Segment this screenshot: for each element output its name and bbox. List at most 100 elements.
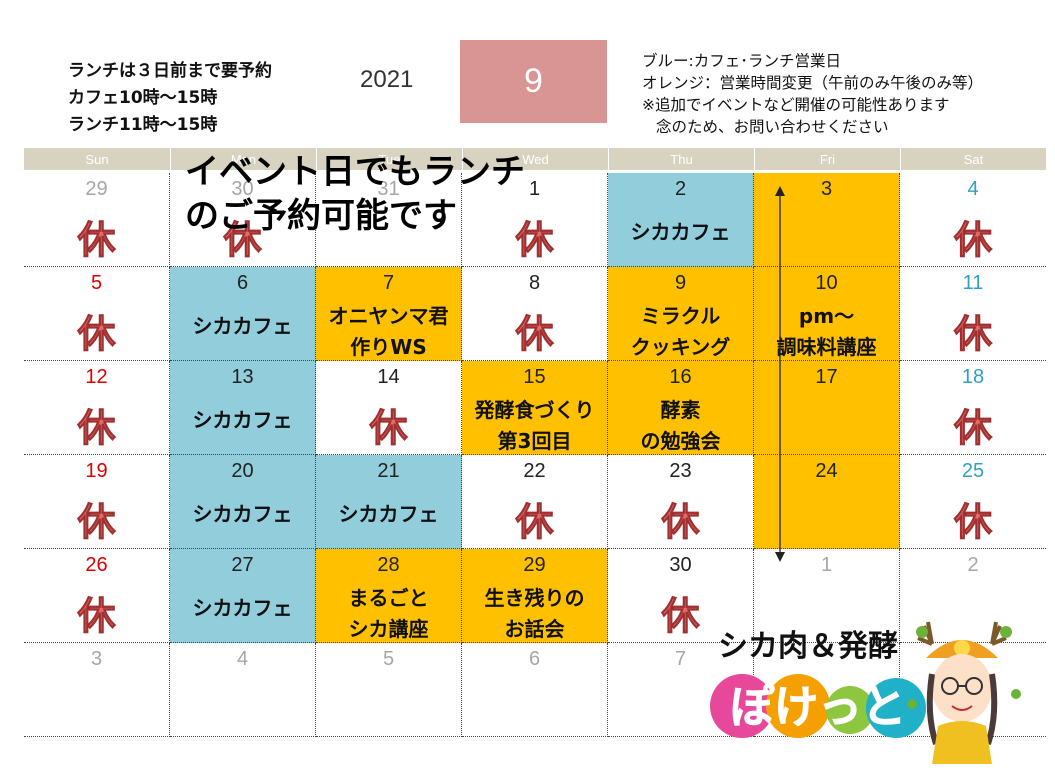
closed-mark: 休 xyxy=(77,593,116,639)
day-number: 8 xyxy=(528,272,541,294)
event-label: シカカフェ xyxy=(608,217,753,248)
logo-title: シカ肉＆発酵 xyxy=(718,629,898,664)
day-cell: 24 xyxy=(754,455,900,549)
closed-mark: 休 xyxy=(515,311,554,357)
weekday-header: Wed xyxy=(463,148,608,170)
event-line: pm～ xyxy=(798,304,855,328)
logo-name: ぽけっと xyxy=(710,674,926,738)
day-cell: 29 生き残りの お話会 xyxy=(462,549,608,643)
event-label: ミラクル クッキング xyxy=(608,301,753,363)
day-number: 24 xyxy=(815,460,838,482)
weekday-header: Fri xyxy=(755,148,900,170)
day-cell: 9 ミラクルクッキング xyxy=(608,267,754,361)
day-number: 31 xyxy=(377,178,400,200)
day-number: 29 xyxy=(523,554,546,576)
event-line: 調味料講座 xyxy=(776,335,877,359)
closed-mark: 休 xyxy=(515,217,554,263)
event-line: オニヤンマ君 xyxy=(328,304,449,328)
closed-mark: 休 xyxy=(77,499,116,545)
legend-blue: ブルー:カフェ･ランチ営業日 xyxy=(642,52,841,70)
closed-mark: 休 xyxy=(77,311,116,357)
closed-mark: 休 xyxy=(953,311,992,357)
day-cell: 31 xyxy=(316,173,462,267)
day-cell: 17 xyxy=(754,361,900,455)
day-cell: 27 シカカフェ xyxy=(170,549,316,643)
event-line: まるごと xyxy=(348,586,429,610)
event-line: シカカフェ xyxy=(192,596,293,620)
day-cell: 10 pm～ 調味料講座 xyxy=(754,267,900,361)
weekday-header: Thu xyxy=(609,148,754,170)
day-number: 30 xyxy=(231,178,254,200)
event-label: シカカフェ xyxy=(316,499,461,530)
legend: ブルー:カフェ･ランチ営業日 オレンジ：営業時間変更（午前のみ午後のみ等） ※追… xyxy=(642,50,983,138)
event-label: シカカフェ xyxy=(170,593,315,624)
event-label: pm～ 調味料講座 xyxy=(754,301,899,363)
day-cell: 30 休 xyxy=(608,549,754,643)
day-number: 1 xyxy=(528,178,541,200)
closed-mark: 休 xyxy=(515,499,554,545)
day-number: 20 xyxy=(231,460,254,482)
day-cell: 1 xyxy=(754,549,900,643)
banner: イベント日でもランチ のご予約可能です xyxy=(185,150,525,238)
day-cell: 21 シカカフェ xyxy=(316,455,462,549)
closed-mark: 休 xyxy=(369,405,408,451)
weekday-header: Sat xyxy=(901,148,1046,170)
day-cell: 4 xyxy=(170,643,316,737)
weekday-header: Sun xyxy=(24,148,170,170)
day-number: 4 xyxy=(236,648,249,670)
day-number: 19 xyxy=(85,460,108,482)
day-cell: 2 シカカフェ xyxy=(608,173,754,267)
event-label: オニヤンマ君 作りWS xyxy=(316,301,461,363)
event-line: 第3回目 xyxy=(497,429,572,453)
day-number: 3 xyxy=(90,648,103,670)
day-number: 21 xyxy=(377,460,400,482)
event-line: クッキング xyxy=(630,335,731,359)
day-number: 28 xyxy=(377,554,400,576)
day-cell: 20 シカカフェ xyxy=(170,455,316,549)
day-cell: 11 休 xyxy=(900,267,1046,361)
event-label: まるごと シカ講座 xyxy=(316,583,461,645)
day-number: 2 xyxy=(674,178,687,200)
day-number: 3 xyxy=(820,178,833,200)
day-cell: 23 休 xyxy=(608,455,754,549)
day-cell: 6 シカカフェ xyxy=(170,267,316,361)
year-label: 2021 xyxy=(360,66,414,93)
note-line: ランチ11時～15時 xyxy=(68,115,218,135)
day-cell: 6 xyxy=(462,643,608,737)
closed-mark: 休 xyxy=(953,217,992,263)
day-number: 27 xyxy=(231,554,254,576)
day-number: 9 xyxy=(674,272,687,294)
day-cell: 14 休 xyxy=(316,361,462,455)
closed-mark: 休 xyxy=(223,217,262,263)
closed-mark: 休 xyxy=(77,217,116,263)
day-number: 15 xyxy=(523,366,546,388)
closed-mark: 休 xyxy=(77,405,116,451)
event-line: 酵素 xyxy=(660,398,701,422)
day-number: 23 xyxy=(669,460,692,482)
month-label: 9 xyxy=(460,40,607,123)
event-label: 生き残りの お話会 xyxy=(462,583,607,645)
day-number: 18 xyxy=(961,366,985,388)
day-cell: 29 休 xyxy=(24,173,170,267)
day-number: 5 xyxy=(90,272,103,294)
double-arrow-icon xyxy=(775,186,785,562)
day-number: 26 xyxy=(85,554,108,576)
day-cell: 3 xyxy=(754,173,900,267)
day-cell: 5 xyxy=(316,643,462,737)
day-number: 17 xyxy=(815,366,838,388)
day-number: 11 xyxy=(962,272,984,294)
notes-block: ランチは３日前まで要予約 カフェ10時～15時 ランチ11時～15時 xyxy=(68,58,272,139)
day-cell: 28 まるごと シカ講座 xyxy=(316,549,462,643)
day-number: 6 xyxy=(528,648,541,670)
event-line: ミラクル xyxy=(640,304,721,328)
note-line: カフェ10時～15時 xyxy=(68,88,218,108)
day-number: 4 xyxy=(967,178,979,200)
day-number: 6 xyxy=(236,272,249,294)
day-cell: 16 酵素 の勉強会 xyxy=(608,361,754,455)
event-label: シカカフェ xyxy=(170,499,315,530)
event-line: シカカフェ xyxy=(630,220,731,244)
day-number: 12 xyxy=(85,366,108,388)
